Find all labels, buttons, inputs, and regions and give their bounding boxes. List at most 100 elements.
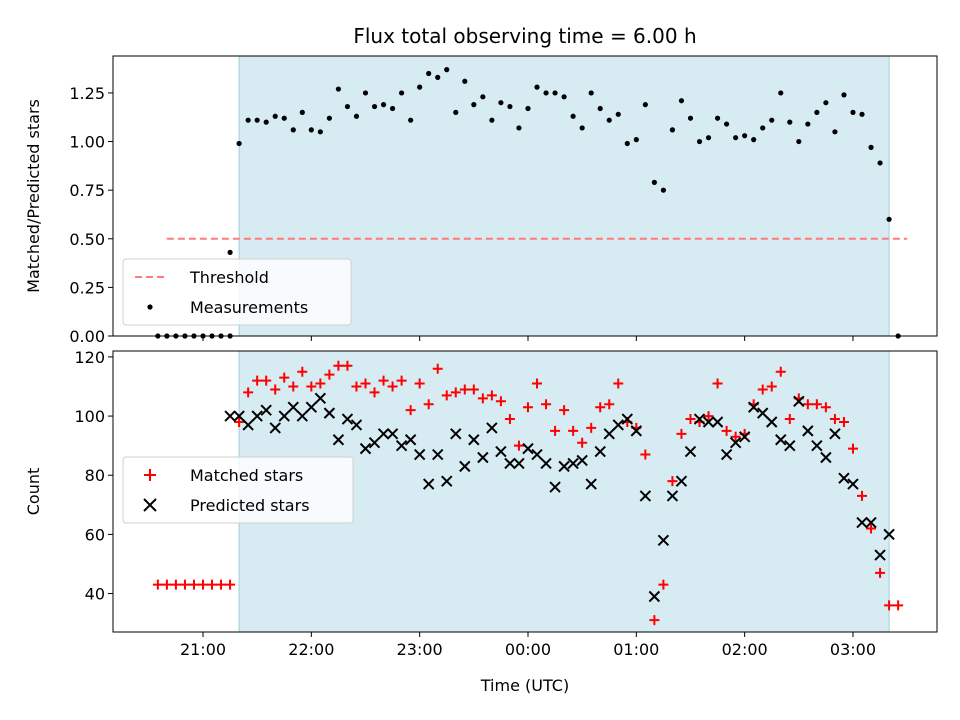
data-point	[658, 579, 669, 590]
data-point	[838, 416, 849, 427]
data-point	[820, 402, 831, 413]
y-tick-label: 80	[85, 466, 105, 485]
data-point	[306, 381, 317, 392]
data-point	[766, 381, 777, 392]
data-point	[323, 407, 336, 419]
data-point	[874, 549, 886, 561]
y-tick-label: 60	[85, 525, 105, 544]
data-point	[350, 419, 363, 431]
y-tick-label: 0.00	[69, 327, 105, 346]
data-point	[414, 378, 425, 389]
data-point	[486, 422, 498, 434]
data-point	[477, 451, 489, 464]
data-point	[408, 117, 414, 123]
data-point	[847, 443, 858, 454]
data-point	[793, 395, 805, 407]
data-point	[377, 428, 390, 440]
data-point	[893, 600, 904, 611]
data-point	[426, 70, 432, 77]
data-point	[687, 115, 694, 121]
data-point	[868, 144, 874, 150]
data-point	[507, 103, 513, 110]
data-point	[820, 451, 832, 464]
data-point	[326, 115, 332, 121]
data-point	[290, 127, 296, 133]
data-point	[513, 440, 524, 451]
data-point	[832, 129, 838, 135]
data-point	[234, 416, 245, 427]
data-point	[604, 399, 615, 410]
data-point	[866, 523, 877, 534]
y-axis-label: Count	[24, 468, 43, 516]
data-point	[723, 121, 730, 127]
data-point	[369, 387, 380, 398]
data-point	[561, 94, 567, 100]
x-tick-label: 21:00	[180, 640, 226, 659]
data-point	[170, 579, 181, 590]
data-point	[471, 102, 477, 108]
data-point	[468, 384, 479, 395]
series-matched-stars	[152, 360, 904, 626]
y-tick-label: 0.25	[69, 278, 105, 297]
data-point	[712, 378, 723, 389]
data-point	[489, 117, 495, 123]
data-point	[453, 109, 459, 115]
data-point	[504, 457, 516, 470]
legend-label: Matched stars	[190, 466, 303, 485]
data-point	[362, 90, 369, 96]
data-point	[260, 404, 272, 416]
data-point	[324, 369, 335, 380]
data-point	[243, 387, 254, 398]
data-point	[380, 102, 387, 108]
data-point	[802, 399, 813, 410]
data-point	[769, 117, 775, 123]
data-point	[856, 516, 868, 529]
data-point	[534, 84, 540, 90]
data-point	[459, 384, 470, 395]
data-point	[297, 366, 308, 377]
series-measurements	[155, 67, 901, 339]
data-point	[342, 360, 353, 371]
data-point	[597, 105, 603, 112]
data-point	[567, 457, 579, 470]
data-point	[703, 411, 714, 422]
data-point	[351, 381, 362, 392]
data-point	[441, 475, 453, 487]
data-point	[796, 138, 802, 145]
y-tick-label: 0.50	[69, 230, 105, 249]
data-point	[585, 478, 597, 490]
bottom-panel: 40 60 80 100 120 21:00 22:00 23:00 00:00 01:00 02:…	[24, 348, 938, 695]
data-point	[252, 375, 263, 386]
data-point	[450, 428, 462, 440]
legend-measurement-swatch	[147, 304, 153, 310]
data-point	[389, 105, 396, 112]
data-point	[612, 419, 624, 431]
data-point	[558, 460, 570, 473]
data-point	[576, 454, 588, 467]
legend-matched-swatch	[144, 469, 156, 481]
data-point	[278, 410, 290, 422]
legend-predicted-swatch	[143, 498, 157, 512]
data-point	[657, 534, 670, 547]
y-tick-label: 120	[74, 348, 105, 367]
data-point	[720, 448, 733, 461]
data-point	[570, 113, 576, 119]
data-point	[179, 579, 190, 590]
data-point	[225, 579, 236, 590]
legend-label: Predicted stars	[190, 496, 310, 515]
axes-frame	[112, 350, 938, 633]
y-tick-label: 1.25	[69, 84, 105, 103]
data-point	[495, 445, 507, 458]
data-point	[621, 413, 633, 425]
data-point	[245, 117, 251, 123]
data-point	[549, 481, 561, 493]
data-point	[784, 414, 795, 425]
data-point	[857, 490, 868, 501]
data-point	[468, 434, 480, 446]
data-point	[333, 360, 344, 371]
data-point	[850, 109, 856, 115]
data-point	[775, 366, 786, 377]
data-point	[281, 115, 287, 121]
data-point	[684, 445, 697, 458]
data-point	[413, 448, 426, 461]
